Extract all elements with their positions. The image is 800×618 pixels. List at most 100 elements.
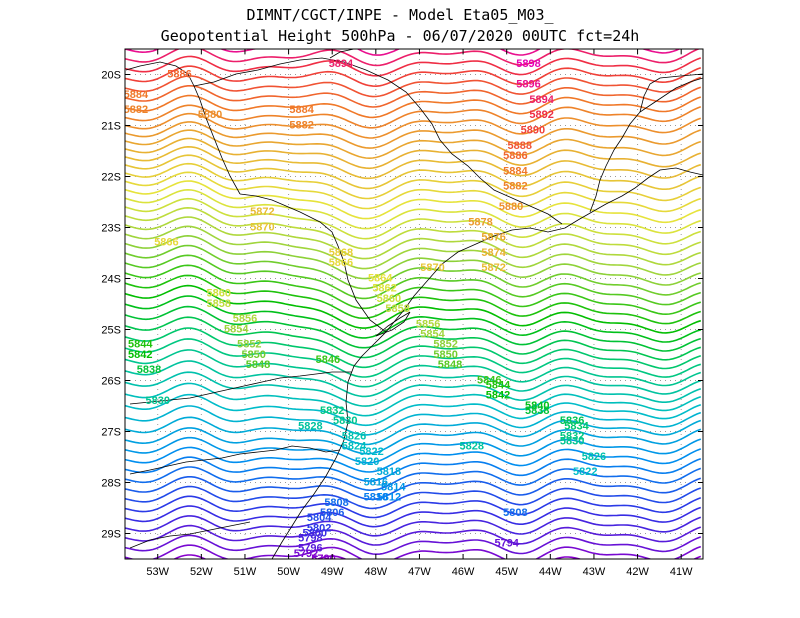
contour-line bbox=[125, 154, 702, 190]
contour-label: 5848 bbox=[246, 359, 270, 371]
contour-line bbox=[125, 405, 702, 436]
contour-label: 5856 bbox=[233, 313, 257, 325]
contour-labels: 5898589658945894589258905888588658865884… bbox=[125, 58, 606, 559]
contour-label: 5888 bbox=[508, 140, 532, 152]
contour-label: 5858 bbox=[207, 298, 231, 310]
border-sp-pr bbox=[239, 193, 387, 333]
x-tick-label: 44W bbox=[539, 566, 562, 578]
contour-label: 5894 bbox=[529, 94, 554, 106]
contour-label: 5872 bbox=[481, 262, 505, 274]
contour-line bbox=[125, 305, 702, 352]
contour-line bbox=[125, 466, 702, 492]
contour-label: 5878 bbox=[468, 216, 492, 228]
contour-label: 5826 bbox=[582, 451, 606, 463]
contour-label: 5872 bbox=[250, 206, 274, 218]
contour-label: 5886 bbox=[167, 68, 191, 80]
y-tick-label: 28S bbox=[101, 478, 121, 490]
contour-line bbox=[125, 206, 702, 256]
contour-label: 5834 bbox=[564, 420, 589, 432]
contour-line bbox=[125, 55, 702, 77]
contour-line bbox=[125, 137, 702, 170]
contour-line bbox=[125, 49, 701, 67]
y-tick-label: 25S bbox=[101, 325, 121, 337]
contour-label: 5876 bbox=[481, 232, 505, 244]
contour-line bbox=[125, 129, 702, 160]
contour-label: 5838 bbox=[525, 405, 549, 417]
contour-label: 5854 bbox=[420, 329, 445, 341]
contour-line bbox=[125, 216, 702, 266]
contour-label: 5830 bbox=[560, 436, 584, 448]
contour-label: 5898 bbox=[516, 58, 540, 70]
contour-label: 5796 bbox=[298, 543, 322, 555]
contour-label: 5886 bbox=[503, 150, 527, 162]
contour-line bbox=[125, 94, 702, 119]
x-tick-label: 43W bbox=[583, 566, 606, 578]
contour-line bbox=[125, 327, 702, 370]
contour-line bbox=[125, 75, 702, 98]
contour-line bbox=[125, 436, 702, 464]
contour-line bbox=[125, 264, 702, 316]
contour-label: 5828 bbox=[460, 441, 484, 453]
contour-line bbox=[125, 382, 702, 417]
coastline bbox=[125, 49, 703, 559]
contour-line bbox=[125, 393, 702, 427]
contour-label: 5814 bbox=[381, 482, 406, 494]
chart-title-line1: DIMNT/CGCT/INPE - Model Eta05_M03_ bbox=[246, 6, 554, 24]
contour-line bbox=[125, 27, 701, 45]
contour-line bbox=[125, 225, 702, 276]
border-pr-sc bbox=[129, 371, 352, 405]
x-tick-label: 50W bbox=[277, 566, 300, 578]
contour-label: 5826 bbox=[342, 431, 366, 443]
contour-label: 5884 bbox=[289, 104, 314, 116]
contour-line bbox=[125, 234, 702, 286]
contour-label: 5882 bbox=[289, 119, 313, 131]
contour-label: 5832 bbox=[560, 431, 584, 443]
contour-line bbox=[125, 446, 702, 473]
x-tick-label: 46W bbox=[452, 566, 475, 578]
contour-line bbox=[125, 371, 702, 407]
contour-label: 5842 bbox=[128, 349, 152, 361]
contour-line bbox=[125, 65, 702, 88]
contour-label: 5868 bbox=[329, 247, 353, 259]
contour-label: 5818 bbox=[377, 466, 401, 478]
contour-label: 5866 bbox=[154, 237, 178, 249]
contour-label: 5810 bbox=[364, 492, 388, 504]
contour-line bbox=[125, 85, 702, 108]
contour-line bbox=[125, 316, 702, 361]
contour-label: 5852 bbox=[237, 339, 261, 351]
contour-line bbox=[125, 427, 702, 455]
contour-label: 5828 bbox=[298, 420, 322, 432]
x-tick-label: 45W bbox=[495, 566, 518, 578]
border-go bbox=[329, 49, 355, 59]
contour-label: 5866 bbox=[329, 257, 353, 269]
contour-label: 5858 bbox=[385, 303, 409, 315]
contour-label: 5884 bbox=[503, 165, 528, 177]
contour-label: 5816 bbox=[364, 476, 388, 488]
contour-label: 5800 bbox=[303, 527, 327, 539]
y-tick-label: 27S bbox=[101, 427, 121, 439]
contour-line bbox=[125, 338, 702, 378]
contour-line bbox=[125, 524, 702, 546]
contour-line bbox=[125, 104, 702, 129]
contour-label: 5844 bbox=[486, 380, 511, 392]
contour-line bbox=[125, 180, 702, 224]
contour-line bbox=[125, 284, 702, 334]
contour-line bbox=[125, 112, 702, 139]
contour-line bbox=[125, 162, 702, 202]
contour-label: 5794 bbox=[494, 538, 519, 550]
y-tick-label: 22S bbox=[101, 172, 121, 184]
x-tick-label: 47W bbox=[408, 566, 431, 578]
contour-label: 5822 bbox=[359, 446, 383, 458]
contour-label: 5840 bbox=[525, 400, 549, 412]
contour-line bbox=[125, 349, 702, 388]
contour-label: 5846 bbox=[477, 374, 501, 386]
contour-label: 5892 bbox=[529, 109, 553, 121]
border-sc-rs bbox=[129, 445, 341, 475]
x-tick-label: 42W bbox=[626, 566, 649, 578]
x-tick-label: 52W bbox=[190, 566, 213, 578]
contour-label: 5804 bbox=[307, 512, 332, 524]
contour-label: 5830 bbox=[145, 395, 169, 407]
gridlines bbox=[125, 49, 703, 559]
y-tick-label: 23S bbox=[101, 223, 121, 235]
contour-line bbox=[125, 495, 702, 519]
